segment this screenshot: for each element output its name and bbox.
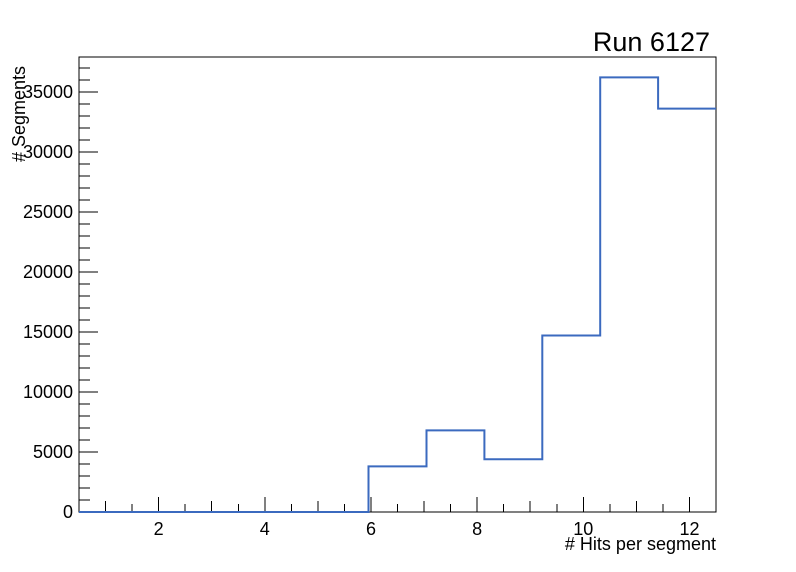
histogram-line — [79, 76, 716, 513]
y-tick-label: 10000 — [23, 382, 73, 402]
x-axis-title: # Hits per segment — [564, 534, 716, 554]
y-axis-title: # Segments — [9, 65, 29, 162]
y-tick-label: 25000 — [23, 202, 73, 222]
x-tick-label: 6 — [366, 519, 376, 539]
x-tick-label: 4 — [260, 519, 270, 539]
y-tick-label: 0 — [63, 502, 73, 522]
x-tick-label: 10 — [573, 519, 593, 539]
x-tick-label: 2 — [154, 519, 164, 539]
x-tick-label: 12 — [679, 519, 699, 539]
y-tick-label: 35000 — [23, 82, 73, 102]
y-tick-label: 5000 — [33, 442, 73, 462]
y-tick-label: 15000 — [23, 322, 73, 342]
y-tick-label: 20000 — [23, 262, 73, 282]
plot-frame — [78, 56, 717, 513]
y-tick-label: 30000 — [23, 142, 73, 162]
plot-title: Run 6127 — [592, 27, 710, 57]
x-tick-label: 8 — [472, 519, 482, 539]
